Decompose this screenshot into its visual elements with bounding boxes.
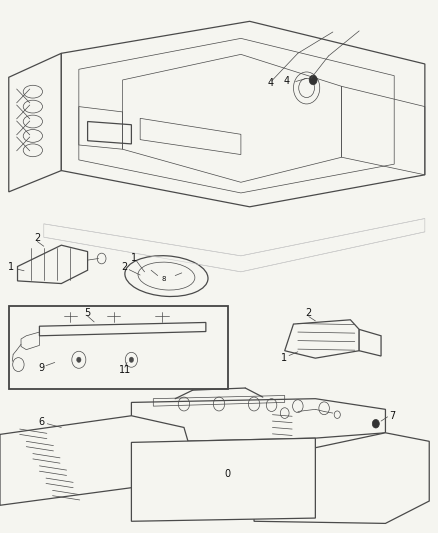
Circle shape: [309, 75, 317, 85]
Polygon shape: [18, 245, 88, 284]
Circle shape: [77, 357, 81, 362]
Polygon shape: [9, 53, 61, 192]
Polygon shape: [285, 320, 359, 358]
Polygon shape: [0, 416, 193, 505]
Text: 1: 1: [131, 253, 137, 263]
Polygon shape: [61, 21, 425, 207]
Text: 5: 5: [85, 308, 91, 318]
Text: 4: 4: [284, 76, 290, 86]
Text: 1: 1: [281, 353, 287, 363]
Text: 11: 11: [119, 366, 131, 375]
Text: 1: 1: [8, 262, 14, 271]
Ellipse shape: [125, 256, 208, 296]
FancyBboxPatch shape: [9, 306, 228, 389]
Polygon shape: [359, 329, 381, 356]
Polygon shape: [131, 438, 315, 521]
Text: 2: 2: [34, 233, 40, 243]
Text: 0: 0: [225, 470, 231, 479]
Text: 8: 8: [162, 276, 166, 282]
Circle shape: [129, 357, 134, 362]
Text: 7: 7: [389, 411, 395, 421]
Text: 4: 4: [268, 78, 274, 88]
Text: 9: 9: [39, 363, 45, 373]
Text: 2: 2: [306, 309, 312, 318]
Text: 6: 6: [39, 417, 45, 427]
Circle shape: [372, 419, 379, 428]
Polygon shape: [254, 433, 429, 523]
Text: 2: 2: [122, 262, 128, 271]
Polygon shape: [131, 399, 385, 442]
